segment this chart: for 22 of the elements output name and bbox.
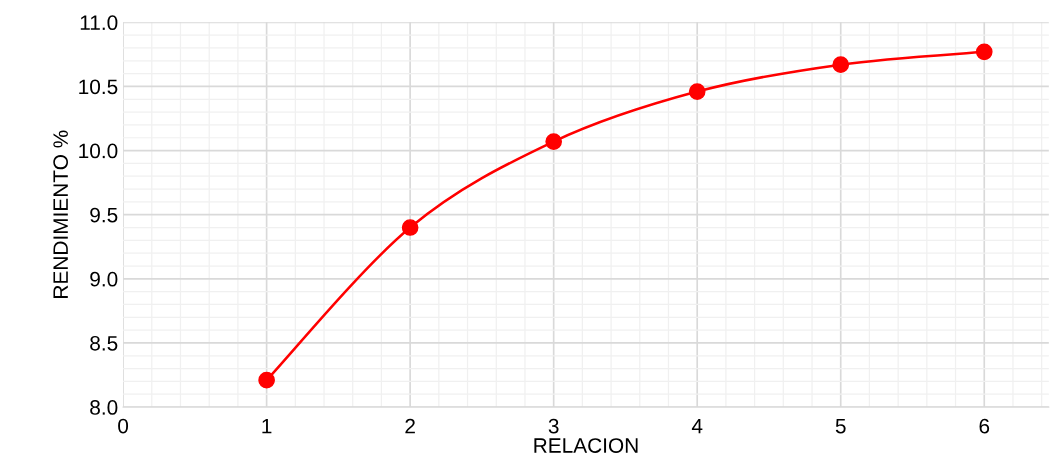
x-tick-label: 4 [691,418,703,434]
x-tick-label: 1 [262,418,272,434]
y-tick-label: 8.0 [90,400,118,415]
x-tick-label: 5 [835,418,846,434]
x-tick-label: 6 [979,418,990,434]
y-tick-label: 10.0 [79,143,118,159]
x-axis-title: RELACION [534,438,638,453]
x-tick-label: 0 [118,418,129,434]
y-tick-label: 9.0 [90,271,118,287]
point [401,219,419,236]
point [832,56,850,73]
y-tick-label: 9.5 [90,207,118,223]
y-tick-label: 11.0 [80,15,118,31]
y-axis-title: RENDIMIENTO % [53,130,69,298]
point [975,43,993,61]
x-tick-label: 2 [405,418,415,434]
point [545,133,563,150]
x-tick-label: 3 [548,418,559,434]
y-tick-label: 8.5 [90,335,118,351]
y-tick-label: 10.5 [79,79,118,95]
point [258,371,275,389]
point [688,83,706,100]
